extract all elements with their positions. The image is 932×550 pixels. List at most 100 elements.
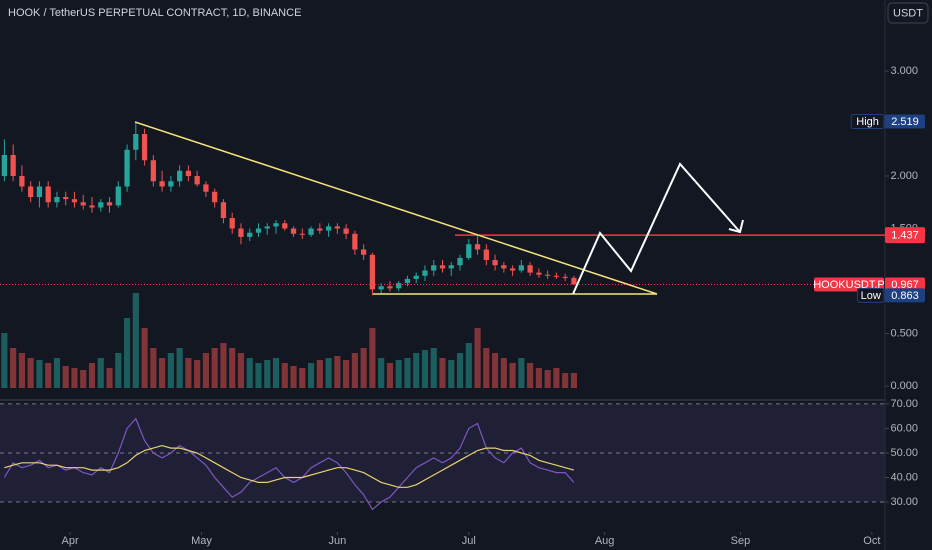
volume-bar	[369, 328, 376, 388]
candle-body	[133, 133, 139, 150]
rsi-tick-label: 70.00	[890, 398, 918, 410]
marker-value-box	[885, 277, 925, 292]
currency-label[interactable]: USDT	[893, 7, 923, 19]
candle-body	[562, 276, 568, 278]
volume-bar	[395, 360, 402, 388]
volume-bar	[509, 363, 516, 388]
candle-body	[527, 265, 533, 273]
volume-bar	[246, 358, 253, 388]
volume-bar	[150, 348, 157, 388]
candle-body	[106, 202, 113, 206]
candle-body	[282, 223, 288, 229]
candle-body	[194, 176, 200, 185]
x-tick-label: Jul	[462, 535, 476, 547]
volume-bar	[80, 370, 87, 388]
candle-body	[150, 160, 156, 182]
candle-body	[317, 228, 323, 231]
candle-body	[10, 155, 16, 177]
candle-body	[378, 286, 384, 290]
rsi-tick-label: 50.00	[890, 447, 918, 459]
candle-body	[501, 265, 507, 269]
volume-bar	[115, 353, 122, 388]
candle-body	[518, 265, 524, 271]
volume-bar	[176, 348, 183, 388]
candle-body	[369, 254, 376, 290]
volume-bar	[53, 358, 61, 388]
trend-line	[134, 121, 658, 295]
candle-body	[553, 275, 560, 277]
volume-bar	[237, 353, 245, 388]
candle-body	[334, 226, 340, 229]
candle-body	[404, 278, 411, 284]
volume-bar	[553, 368, 560, 388]
candle-body	[36, 186, 43, 198]
volume-bar	[307, 363, 315, 388]
candle-body	[413, 275, 419, 279]
volume-bar	[544, 370, 551, 388]
volume-bar	[106, 368, 113, 388]
volume-bar	[1, 333, 8, 388]
candle-body	[325, 226, 332, 231]
candle-body	[448, 265, 454, 269]
candle-body	[89, 205, 95, 208]
candle-body	[361, 249, 367, 255]
x-tick-label: Apr	[62, 535, 79, 547]
volume-bar	[334, 356, 341, 388]
candle-body	[431, 265, 437, 271]
rsi-ma-line	[4, 444, 575, 488]
candle-body	[545, 274, 551, 276]
resistance-label-box	[885, 227, 925, 244]
x-tick-label: May	[191, 535, 212, 547]
rsi-tick-label: 30.00	[890, 496, 918, 508]
volume-bar	[194, 360, 201, 388]
volume-bar	[404, 358, 411, 388]
rsi-tick-label: 40.00	[890, 471, 918, 483]
candle-body	[273, 223, 279, 227]
candle-body	[203, 184, 209, 192]
candle-body	[28, 186, 34, 198]
candle-body	[45, 186, 51, 203]
volume-bar	[290, 366, 297, 388]
volume-bar	[527, 363, 534, 388]
candle-body	[466, 244, 472, 258]
candle-body	[247, 232, 253, 237]
marker-name-box	[856, 287, 885, 303]
volume-bar	[255, 363, 262, 388]
volume-bar	[413, 353, 420, 388]
candle-body	[396, 283, 402, 289]
marker-value: 2.519	[891, 116, 919, 128]
candle-body	[238, 228, 244, 237]
candle-body	[63, 197, 69, 200]
candle-body	[255, 228, 262, 233]
drawings	[134, 121, 744, 295]
volume-bar	[71, 368, 78, 388]
y-tick-label: 0.000	[890, 380, 918, 392]
volume-bar	[316, 360, 323, 388]
volume-bar	[535, 368, 542, 388]
candle-body	[308, 228, 314, 235]
volume-bar	[421, 350, 429, 388]
candle-body	[439, 265, 446, 269]
y-tick-label: 2.000	[890, 170, 918, 182]
candle-body	[19, 176, 25, 187]
volume-bar	[474, 328, 481, 388]
volume-bar	[272, 358, 280, 388]
rsi-tick-label: 60.00	[890, 422, 918, 434]
currency-button[interactable]	[887, 2, 929, 24]
volume-bar	[439, 358, 446, 388]
candle-body	[212, 191, 218, 203]
candle-body	[115, 186, 121, 206]
candle-body	[536, 272, 542, 275]
y-tick-label: 0.500	[890, 327, 918, 339]
volume-bar	[62, 366, 69, 388]
volume-bar	[123, 318, 131, 388]
candle-body	[474, 244, 481, 250]
candle-body	[54, 197, 60, 203]
candle-body	[124, 149, 130, 187]
volume-bar	[27, 358, 34, 388]
volume-bar	[492, 353, 499, 388]
volume-bar	[167, 353, 174, 388]
x-tick-label: Aug	[595, 535, 615, 547]
candle-body	[352, 233, 358, 250]
